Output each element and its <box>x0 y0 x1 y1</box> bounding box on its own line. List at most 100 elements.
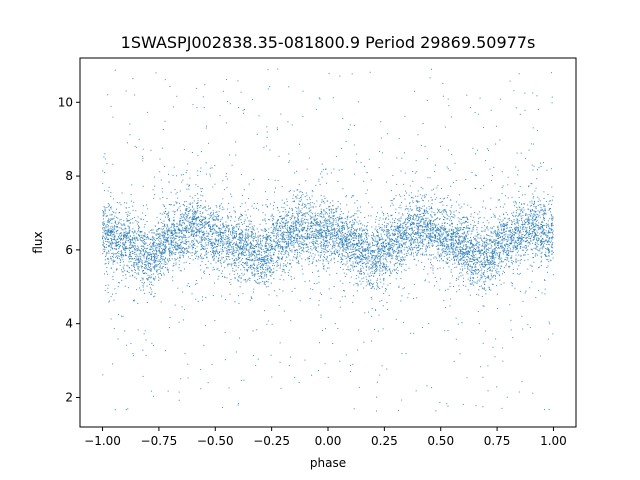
scatter-point <box>247 244 249 246</box>
scatter-point <box>179 218 181 220</box>
scatter-point <box>290 230 292 232</box>
scatter-point <box>131 200 133 202</box>
scatter-point <box>435 245 437 247</box>
scatter-point <box>502 246 504 248</box>
scatter-point <box>472 226 474 228</box>
scatter-point <box>511 243 513 245</box>
scatter-point <box>159 198 161 200</box>
scatter-point <box>521 243 523 245</box>
scatter-point <box>350 364 352 366</box>
scatter-point <box>422 205 424 207</box>
scatter-point <box>434 256 436 258</box>
scatter-point <box>458 229 460 231</box>
scatter-point <box>168 220 170 222</box>
scatter-point <box>456 224 458 226</box>
scatter-point <box>162 236 164 238</box>
scatter-point <box>344 247 346 249</box>
scatter-point <box>329 274 331 276</box>
scatter-point <box>214 282 215 284</box>
scatter-point <box>321 213 323 215</box>
scatter-point <box>182 247 184 249</box>
scatter-point <box>529 241 531 243</box>
scatter-point <box>260 243 262 245</box>
scatter-point <box>301 268 303 270</box>
scatter-point <box>248 250 250 252</box>
scatter-point <box>360 265 362 267</box>
scatter-point <box>324 243 326 245</box>
scatter-point <box>283 207 285 209</box>
scatter-point <box>416 232 418 234</box>
scatter-point <box>359 271 361 273</box>
scatter-point <box>433 220 435 222</box>
scatter-point <box>500 243 502 245</box>
scatter-point <box>105 240 107 242</box>
scatter-point <box>463 238 465 240</box>
scatter-point <box>291 266 293 268</box>
scatter-point <box>107 226 109 228</box>
scatter-point <box>436 187 438 189</box>
scatter-point <box>380 238 382 240</box>
scatter-point <box>245 258 247 260</box>
scatter-point <box>410 249 412 251</box>
scatter-point <box>206 232 208 234</box>
scatter-point <box>310 206 312 208</box>
scatter-point <box>269 275 271 277</box>
scatter-point <box>436 281 438 283</box>
scatter-point <box>198 230 200 232</box>
scatter-point <box>312 207 314 209</box>
scatter-point <box>215 250 217 252</box>
scatter-point <box>264 214 266 216</box>
scatter-point <box>460 275 462 277</box>
scatter-point <box>189 246 191 248</box>
scatter-point <box>512 263 514 265</box>
scatter-point <box>467 227 469 229</box>
scatter-point <box>465 221 467 223</box>
scatter-point <box>349 222 351 224</box>
scatter-point <box>133 201 135 203</box>
scatter-point <box>406 232 408 234</box>
scatter-point <box>408 248 410 250</box>
scatter-point <box>408 194 410 196</box>
scatter-point <box>465 178 467 180</box>
scatter-point <box>425 217 427 219</box>
scatter-point <box>221 265 222 267</box>
scatter-point <box>200 258 202 260</box>
scatter-point <box>409 240 411 242</box>
scatter-point <box>239 247 241 249</box>
scatter-point <box>189 236 191 238</box>
scatter-point <box>401 240 403 242</box>
scatter-point <box>125 240 127 242</box>
scatter-point <box>367 233 369 235</box>
scatter-point <box>249 241 251 243</box>
scatter-point <box>244 269 246 271</box>
scatter-point <box>482 243 484 245</box>
scatter-point <box>264 236 266 238</box>
scatter-point <box>468 246 470 248</box>
scatter-point <box>370 340 372 342</box>
scatter-point <box>384 272 386 274</box>
scatter-point <box>252 252 254 254</box>
scatter-point <box>202 207 204 209</box>
scatter-point <box>151 276 153 278</box>
scatter-point <box>360 268 362 270</box>
scatter-point <box>106 206 108 208</box>
scatter-point <box>354 248 356 250</box>
scatter-point <box>308 237 310 239</box>
scatter-point <box>358 256 360 258</box>
scatter-point <box>234 243 236 245</box>
scatter-point <box>368 252 370 254</box>
scatter-point <box>178 246 180 248</box>
scatter-point <box>391 248 393 250</box>
scatter-point <box>542 204 544 206</box>
scatter-point <box>106 221 108 223</box>
scatter-point <box>233 242 235 244</box>
scatter-point <box>466 227 468 229</box>
scatter-point <box>172 232 174 234</box>
scatter-point <box>393 240 395 242</box>
scatter-point <box>470 223 472 225</box>
scatter-point <box>107 291 109 293</box>
scatter-point <box>177 235 179 237</box>
scatter-point <box>160 254 162 256</box>
scatter-point <box>445 247 447 249</box>
scatter-point <box>384 266 386 268</box>
